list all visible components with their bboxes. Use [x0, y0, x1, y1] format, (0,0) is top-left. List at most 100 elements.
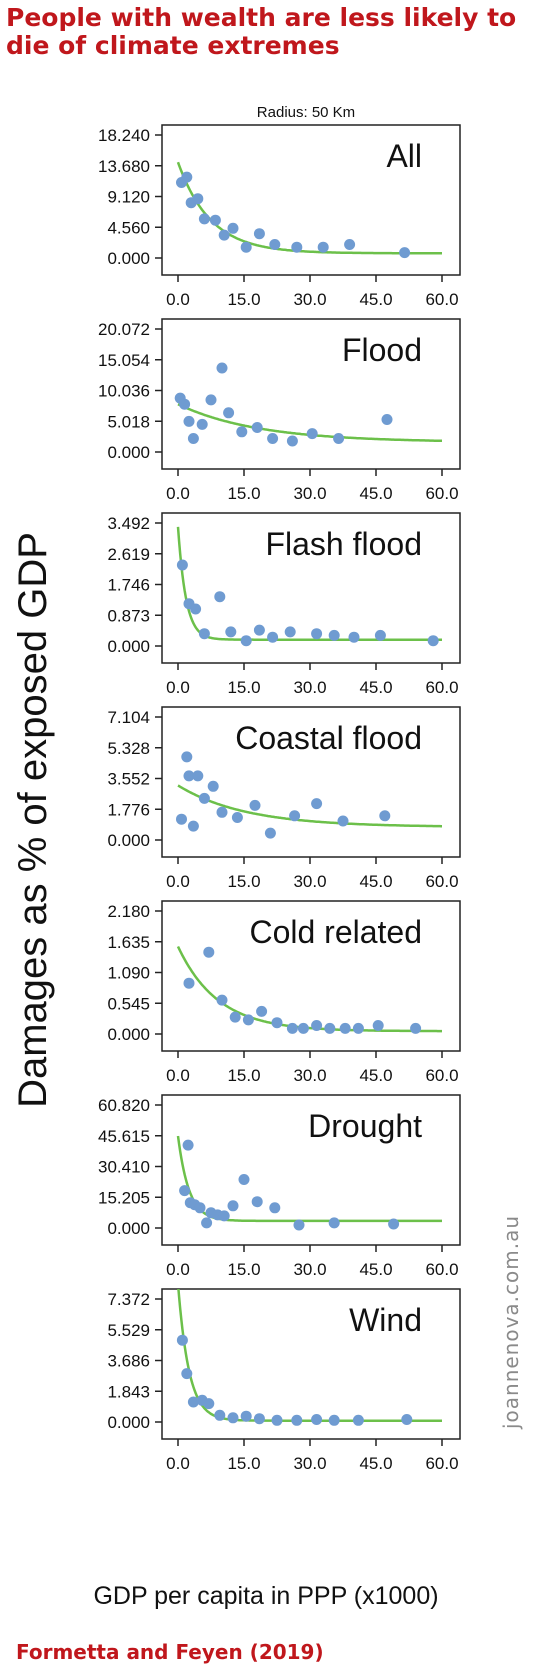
data-point — [182, 1139, 194, 1151]
x-tick-label: 30.0 — [293, 484, 326, 503]
data-point — [205, 394, 217, 406]
data-point — [181, 751, 193, 763]
y-tick-label: 0.000 — [107, 443, 150, 462]
data-point — [207, 780, 219, 792]
data-point — [181, 171, 193, 183]
x-tick-label: 60.0 — [425, 1260, 458, 1279]
panel-cold-related: Cold related 0.000 0.545 1.090 1.635 2.180 0.0… — [107, 900, 461, 1085]
y-tick-label: 2.619 — [107, 545, 150, 564]
data-point — [225, 626, 237, 638]
y-tick-label: 0.000 — [107, 1219, 150, 1238]
data-point — [286, 1022, 298, 1034]
panel-title: Drought — [308, 1108, 422, 1144]
panel-flood: Flood 0.000 5.018 10.036 15.054 20.072 0.0 15.0… — [98, 318, 461, 503]
y-tick-label: 5.529 — [107, 1321, 150, 1340]
panel-title: Wind — [349, 1302, 422, 1338]
data-point — [218, 229, 230, 241]
y-tick-label: 5.328 — [107, 739, 150, 758]
data-point — [267, 433, 279, 444]
y-tick-label: 1.843 — [107, 1382, 150, 1401]
fit-curve — [177, 784, 442, 828]
data-point — [348, 631, 360, 643]
panel-title: All — [386, 138, 422, 174]
x-tick-label: 0.0 — [166, 1454, 190, 1473]
data-point — [176, 813, 187, 825]
y-tick-label: 10.036 — [98, 382, 150, 401]
data-point — [192, 193, 204, 205]
data-point — [339, 1022, 351, 1034]
data-point — [410, 1022, 422, 1034]
panel-title: Flash flood — [265, 526, 422, 562]
x-tick-label: 15.0 — [227, 1066, 260, 1085]
x-tick-label: 15.0 — [227, 678, 260, 697]
y-tick-label: 1.746 — [107, 576, 150, 595]
data-point — [181, 1368, 193, 1380]
x-tick-label: 0.0 — [166, 678, 190, 697]
data-point — [198, 792, 210, 804]
y-axis-label: Damages as % of exposed GDP — [11, 532, 55, 1108]
y-tick-label: 0.000 — [107, 1413, 150, 1432]
panel-wind: Wind 0.000 1.843 3.686 5.529 7.372 0.0 15.0 30.0… — [107, 1288, 461, 1473]
x-tick-label: 30.0 — [293, 872, 326, 891]
data-point — [286, 435, 298, 447]
data-point — [203, 946, 215, 958]
data-point — [223, 407, 235, 419]
panel-frame — [161, 124, 461, 276]
data-point — [293, 1219, 305, 1231]
x-tick-label: 60.0 — [425, 1066, 458, 1085]
data-point — [352, 1414, 364, 1426]
y-tick-label: 20.072 — [98, 320, 150, 339]
y-tick-label: 45.615 — [98, 1127, 150, 1146]
x-tick-label: 0.0 — [166, 1066, 190, 1085]
data-point — [317, 241, 329, 253]
data-point — [196, 418, 208, 430]
data-point — [198, 628, 210, 640]
data-point — [183, 770, 195, 782]
data-point — [399, 247, 411, 259]
x-tick-label: 30.0 — [293, 678, 326, 697]
y-tick-label: 7.372 — [107, 1290, 150, 1309]
y-tick-label: 5.018 — [107, 412, 150, 431]
data-point — [311, 798, 323, 810]
x-tick-label: 15.0 — [227, 872, 260, 891]
panel-coastal-flood: Coastal flood 0.000 1.776 3.552 5.328 7.104 0.… — [107, 706, 461, 891]
data-point — [379, 810, 391, 822]
data-point — [187, 1396, 199, 1408]
x-tick-label: 0.0 — [166, 290, 190, 309]
data-point — [284, 626, 296, 638]
y-tick-label: 7.104 — [107, 708, 150, 727]
data-point — [267, 631, 279, 643]
x-tick-label: 30.0 — [293, 290, 326, 309]
y-tick-label: 60.820 — [98, 1096, 150, 1115]
data-point — [306, 428, 318, 440]
data-point — [179, 1185, 191, 1197]
fit-curve — [176, 526, 442, 641]
panel-title: Coastal flood — [235, 720, 422, 756]
y-tick-label: 30.410 — [98, 1158, 150, 1177]
data-point — [291, 241, 303, 253]
data-point — [240, 635, 252, 647]
x-tick-label: 15.0 — [227, 1260, 260, 1279]
x-tick-label: 60.0 — [425, 872, 458, 891]
data-point — [401, 1414, 413, 1425]
y-tick-label: 0.000 — [107, 1025, 150, 1044]
data-point — [328, 1414, 340, 1426]
data-point — [187, 433, 199, 444]
data-point — [253, 1413, 265, 1425]
data-point — [297, 1022, 309, 1034]
data-point — [183, 415, 195, 427]
data-point — [249, 799, 261, 811]
data-point — [227, 1412, 239, 1424]
source-citation: Formetta and Feyen (2019) — [16, 1640, 324, 1664]
y-tick-label: 0.873 — [107, 606, 150, 625]
data-point — [176, 1334, 188, 1346]
data-point — [337, 815, 349, 827]
x-tick-label: 30.0 — [293, 1066, 326, 1085]
data-point — [240, 241, 252, 253]
data-point — [328, 1217, 340, 1229]
x-tick-label: 60.0 — [425, 290, 458, 309]
x-tick-label: 15.0 — [227, 484, 260, 503]
data-point — [291, 1414, 303, 1426]
y-tick-label: 0.545 — [107, 994, 150, 1013]
data-point — [344, 239, 356, 250]
